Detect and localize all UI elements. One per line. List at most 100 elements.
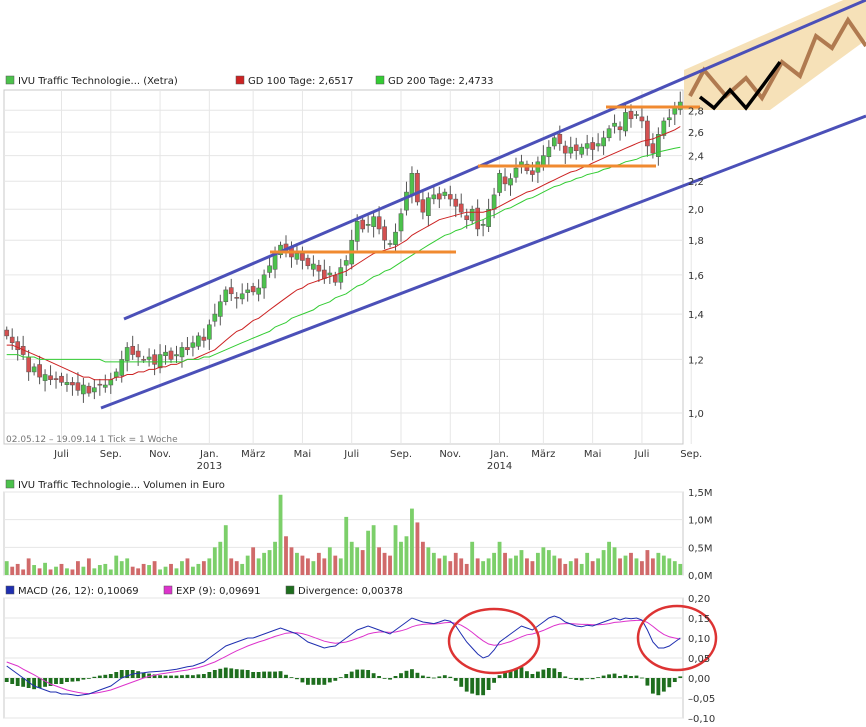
volume-bar — [256, 558, 261, 575]
volume-bar — [212, 547, 217, 575]
divergence-bar — [349, 671, 354, 678]
divergence-bar — [305, 678, 310, 685]
divergence-bar — [212, 670, 217, 678]
volume-bar — [437, 558, 442, 575]
volume-legend: IVU Traffic Technologie... Volumen in Eu… — [5, 479, 225, 491]
candle-body — [108, 379, 114, 386]
volume-bar — [119, 561, 124, 575]
divergence-bar — [15, 678, 20, 686]
divergence-bar — [442, 675, 447, 678]
divergence-bar — [65, 678, 69, 682]
volume-bar — [338, 558, 343, 575]
candle-body — [239, 293, 245, 300]
volume-bar — [114, 555, 119, 575]
divergence-bar — [431, 677, 436, 679]
volume-bar — [410, 508, 414, 575]
price-x-tick: März — [241, 449, 265, 460]
volume-bar — [590, 561, 595, 575]
candle-body — [404, 191, 409, 211]
candle-body — [185, 347, 190, 351]
divergence-bar — [503, 672, 507, 678]
candle-body — [37, 364, 42, 378]
divergence-bar — [4, 678, 9, 682]
divergence-bar — [234, 669, 239, 678]
volume-bar — [601, 550, 606, 575]
divergence-bar — [399, 673, 403, 678]
divergence-bar — [229, 668, 234, 678]
volume-bar — [54, 566, 58, 575]
candle-body — [469, 208, 475, 222]
price-legend-swatch — [5, 75, 15, 85]
divergence-bar — [76, 678, 80, 682]
volume-bar — [267, 550, 272, 575]
divergence-bar — [656, 678, 661, 696]
annotations — [100, 0, 866, 675]
divergence-bar — [393, 676, 398, 678]
candle-body — [228, 287, 234, 295]
candle-body — [245, 289, 251, 293]
divergence-bar — [481, 678, 486, 696]
price-y-tick: 2,0 — [688, 205, 704, 216]
volume-bar — [152, 561, 157, 575]
volume-bar — [141, 563, 146, 575]
divergence-bar — [338, 677, 343, 678]
price-x-tick: Sep. — [680, 449, 702, 460]
macd-y-axis: –0,10 –0,05 0,00 0,05 0,10 0,15 0,20 — [688, 594, 715, 725]
candle-body — [311, 263, 316, 270]
volume-bar — [415, 522, 420, 575]
divergence-bar — [136, 671, 141, 678]
candle-body — [327, 272, 333, 276]
candle-body — [59, 375, 64, 383]
candle-body — [102, 384, 108, 388]
volume-bar — [486, 558, 491, 575]
candle-body — [376, 216, 382, 230]
macd-y-tick: –0,05 — [688, 694, 715, 705]
macd-y-tick: –0,10 — [688, 714, 715, 725]
volume-bar — [393, 525, 398, 575]
candle-body — [551, 137, 557, 147]
volume-bar — [108, 569, 113, 575]
volume-bar — [289, 547, 294, 575]
divergence-bar — [32, 678, 37, 690]
candle-body — [656, 134, 661, 157]
divergence-bar — [196, 674, 201, 678]
volume-legend-label: IVU Traffic Technologie... Volumen in Eu… — [18, 480, 225, 491]
exp-line — [6, 619, 681, 695]
volume-bar — [596, 558, 601, 575]
volume-bar — [70, 569, 75, 575]
volume-bar — [492, 552, 497, 575]
candle-body — [475, 207, 480, 230]
divergence-bar — [464, 678, 469, 692]
forecast-zone — [684, 0, 866, 111]
candle-body — [163, 351, 168, 356]
divergence-bar — [240, 669, 245, 678]
candle-body — [546, 146, 552, 158]
candle-body — [606, 128, 612, 139]
candle-body — [168, 350, 174, 360]
info-text: 02.05.12 – 19.09.14 1 Tick = 1 Woche — [6, 435, 178, 445]
divergence-bar — [207, 672, 212, 678]
candle-body — [557, 134, 563, 144]
divergence-bar — [667, 678, 672, 688]
candle-body — [497, 173, 502, 193]
divergence-bar — [169, 675, 173, 678]
candle-body — [453, 198, 459, 207]
divergence-bar — [300, 678, 305, 683]
candle-body — [267, 265, 272, 273]
price-x-tick: Mai — [584, 449, 602, 460]
volume-bar — [344, 516, 349, 575]
candle-body — [152, 354, 157, 365]
candle-body — [124, 347, 130, 361]
candle-body — [420, 199, 426, 213]
volume-bar — [163, 566, 168, 575]
divergence-bar — [311, 678, 316, 685]
candle-body — [464, 215, 470, 220]
volume-bar — [43, 562, 47, 575]
divergence-bar — [612, 673, 617, 678]
volume-bar — [640, 561, 644, 575]
macd-y-tick: 0,05 — [688, 654, 710, 665]
volume-bar — [190, 566, 195, 575]
divergence-bar — [245, 670, 250, 678]
candle-body — [612, 122, 617, 127]
divergence-bar — [262, 671, 267, 678]
